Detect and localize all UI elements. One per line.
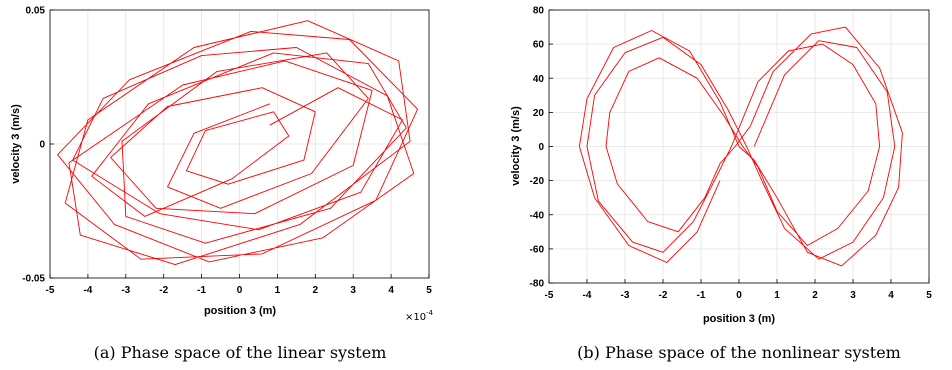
x-tick-label: -2 xyxy=(159,285,168,296)
y-tick-label: -60 xyxy=(530,244,545,255)
trace-a xyxy=(57,20,419,266)
y-tick-label: 0.05 xyxy=(26,6,46,17)
y-tick-label: -80 xyxy=(530,279,545,290)
x-tick-label: 4 xyxy=(888,290,894,301)
x-tick-label: -2 xyxy=(659,290,668,301)
chart-a: -5 -4 -3 -2 -1 0 1 2 3 4 5 -0.05 0 0.05 position 3 (… xyxy=(10,6,434,363)
series-line-0 xyxy=(57,20,419,266)
x-tick-label: 0 xyxy=(736,290,742,301)
y-axis-label-a: velocity 3 (m/s) xyxy=(10,104,22,184)
y-tick-label: -40 xyxy=(530,210,545,221)
x-tick-label: -5 xyxy=(545,290,554,301)
x-multiplier-a: ×10-4 xyxy=(405,309,434,323)
x-multiplier-base-a: ×10 xyxy=(405,312,426,323)
caption-a: (a) Phase space of the linear system xyxy=(94,343,387,362)
x-tick-label: -5 xyxy=(46,285,55,296)
y-tick-label: -0.05 xyxy=(22,274,45,285)
y-ticks-b: -80 -60 -40 -20 0 20 40 60 80 xyxy=(530,6,553,290)
y-tick-label: 0 xyxy=(39,140,45,151)
x-tick-label: 2 xyxy=(812,290,818,301)
x-tick-label: -4 xyxy=(83,285,92,296)
x-tick-label: 1 xyxy=(774,290,780,301)
grid-a xyxy=(49,9,430,279)
x-ticks-a: -5 -4 -3 -2 -1 0 1 2 3 4 5 xyxy=(46,274,432,296)
caption-b: (b) Phase space of the nonlinear system xyxy=(577,343,901,362)
x-axis-label-a: position 3 (m) xyxy=(204,305,276,317)
y-axis-label-b: velocity 3 (m/s) xyxy=(510,106,522,186)
chart-b: -5 -4 -3 -2 -1 0 1 2 3 4 5 -80 -60 -40 -20 0 20 40 60 80 p… xyxy=(510,6,932,363)
y-ticks-a: -0.05 0 0.05 xyxy=(22,6,54,285)
x-tick-label: 5 xyxy=(926,290,932,301)
x-multiplier-exponent-a: -4 xyxy=(426,309,434,317)
trace-b xyxy=(578,26,903,267)
y-tick-label: 40 xyxy=(533,74,545,85)
x-tick-label: 3 xyxy=(350,285,356,296)
x-tick-label: 0 xyxy=(237,285,243,296)
x-tick-label: -3 xyxy=(121,285,130,296)
x-tick-label: -4 xyxy=(583,290,592,301)
x-tick-label: 4 xyxy=(388,285,394,296)
x-tick-label: 3 xyxy=(850,290,856,301)
x-tick-label: -1 xyxy=(697,290,706,301)
x-tick-label: -3 xyxy=(621,290,630,301)
y-tick-label: 80 xyxy=(533,6,545,17)
x-tick-label: -1 xyxy=(197,285,206,296)
x-tick-label: 1 xyxy=(275,285,281,296)
x-axis-label-b: position 3 (m) xyxy=(703,313,775,325)
y-tick-label: 20 xyxy=(533,108,545,119)
x-tick-label: 2 xyxy=(313,285,319,296)
y-tick-label: 60 xyxy=(533,40,545,51)
x-tick-label: 5 xyxy=(426,285,432,296)
series-line-0 xyxy=(578,26,903,267)
x-ticks-b: -5 -4 -3 -2 -1 0 1 2 3 4 5 xyxy=(545,279,932,301)
y-tick-label: -20 xyxy=(530,176,545,187)
y-tick-label: 0 xyxy=(538,142,544,153)
